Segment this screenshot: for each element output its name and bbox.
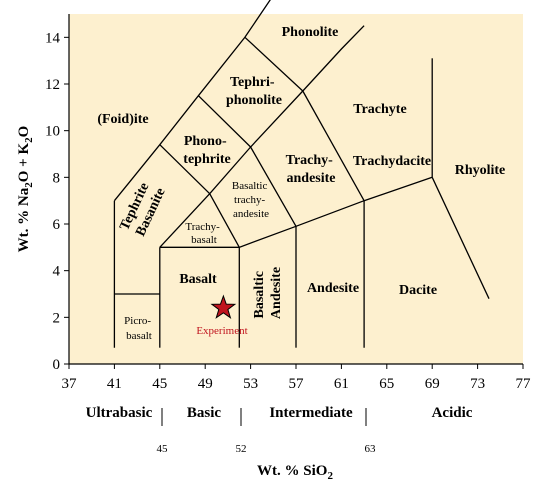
field-label-phonotephrite: Phono- tephrite [183, 134, 230, 167]
field-label-foidite: (Foid)ite [97, 112, 148, 127]
y-tick-label: 2 [53, 310, 61, 326]
field-label-trachyte: Trachyte [353, 102, 406, 117]
field-label-basaltic-andesite: Basaltic Andesite [252, 267, 284, 319]
x-tick-label: 45 [152, 376, 167, 392]
x-tick-label: 65 [379, 376, 394, 392]
x-axis-title: Wt. % SiO2 [257, 463, 333, 482]
field-label-picrobasalt: Picro- basalt [124, 315, 154, 342]
sample-label: Experiment [196, 325, 247, 337]
group-ultrabasic: Ultrabasic [86, 405, 153, 421]
x-tick-label: 41 [107, 376, 122, 392]
x-tick-label: 77 [516, 376, 532, 392]
group-boundary-63: 63 [365, 443, 377, 455]
x-tick-label: 57 [289, 376, 305, 392]
x-tick-label: 69 [425, 376, 440, 392]
x-tick-label: 37 [62, 376, 78, 392]
field-label-dacite: Dacite [399, 283, 437, 298]
group-intermediate: Intermediate [269, 405, 353, 421]
y-tick-label: 14 [45, 30, 61, 46]
y-tick-label: 4 [53, 264, 61, 280]
field-label-tephriphonolite: Tephri- phonolite [226, 75, 282, 108]
group-boundary-52: 52 [236, 443, 247, 455]
line-pt-tp [159, 144, 211, 195]
y-tick-label: 6 [53, 217, 61, 233]
y-tick-label: 10 [45, 124, 60, 140]
y-tick-label: 0 [53, 357, 61, 373]
field-label-andesite: Andesite [307, 281, 359, 296]
group-boundary-45: 45 [157, 443, 169, 455]
group-basic: Basic [187, 405, 222, 421]
line-tp-ph [197, 95, 252, 148]
line-rhyolite-dacite [431, 177, 490, 299]
line-bta-ta [250, 146, 297, 227]
line-tb-top [159, 193, 211, 248]
field-label-rhyolite: Rhyolite [455, 163, 506, 178]
field-label-basalt: Basalt [179, 272, 217, 287]
field-label-trachyandesite: Trachy- andesite [286, 153, 337, 186]
y-axis-title: Wt. % Na2O + K2O [16, 126, 35, 253]
field-label-phonolite: Phonolite [282, 25, 339, 40]
line-ta-tdac [302, 90, 365, 202]
group-acidic: Acidic [432, 405, 473, 421]
line-tb-bta [209, 193, 240, 248]
x-tick-label: 53 [243, 376, 258, 392]
x-tick-label: 73 [470, 376, 485, 392]
line-ph-tr [244, 36, 304, 92]
field-label-basaltic-trachyandesite: Basaltic trachy- andesite [232, 180, 270, 220]
axis-ticks: 37 41 45 49 53 57 61 65 69 73 77 0 2 4 6 8 10 12 14 [45, 30, 531, 392]
x-tick-label: 49 [198, 376, 213, 392]
x-tick-label: 61 [334, 376, 349, 392]
y-tick-label: 8 [53, 170, 61, 186]
sample-star-marker [210, 294, 237, 319]
field-label-trachydacite: Trachydacite [353, 154, 431, 169]
y-tick-label: 12 [45, 77, 60, 93]
field-label-trachybasalt: Trachy- basalt [185, 221, 222, 246]
field-boundaries [113, 0, 490, 348]
